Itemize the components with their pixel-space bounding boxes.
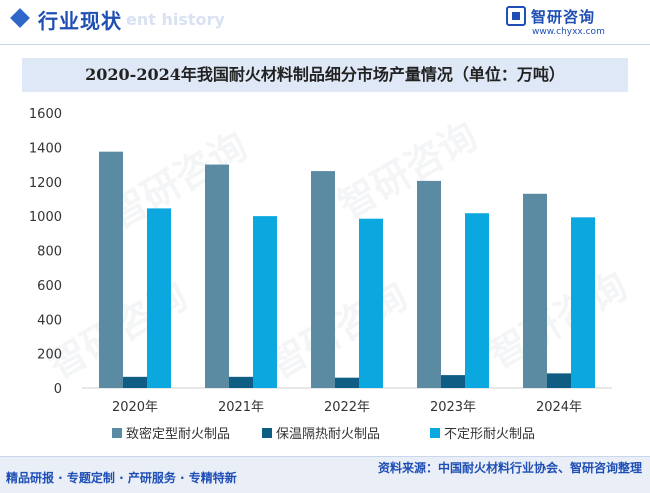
- header: 行业现状 ent history 智研咨询 www.chyxx.com: [0, 0, 650, 45]
- brand-name: 智研咨询: [531, 8, 596, 26]
- y-tick-label: 400: [37, 313, 62, 328]
- legend-label-1: 致密定型耐火制品: [126, 426, 230, 442]
- diamond-icon: [10, 8, 30, 28]
- x-tick-label: 2021年: [218, 400, 264, 415]
- bar-3-4: [465, 213, 489, 388]
- bar-3-1: [147, 208, 171, 388]
- bar-1-3: [311, 171, 335, 388]
- legend-swatch-3: [430, 428, 440, 438]
- y-tick-label: 1600: [29, 107, 62, 122]
- chart-title-bar: 2020-2024年我国耐火材料制品细分市场产量情况（单位：万吨）: [22, 58, 628, 92]
- bar-2-3: [335, 377, 359, 388]
- footer-source: 资料来源：中国耐火材料行业协会、智研咨询整理: [377, 461, 642, 475]
- legend-label-3: 不定形耐火制品: [444, 427, 535, 442]
- header-divider: [0, 44, 650, 45]
- bar-2-5: [547, 373, 571, 388]
- x-tick-label: 2023年: [430, 400, 476, 415]
- chart-title: 2020-2024年我国耐火材料制品细分市场产量情况（单位：万吨）: [85, 65, 565, 84]
- footer: 精品研报 · 专题定制 · 产研服务 · 专精特新 资料来源：中国耐火材料行业协…: [0, 456, 650, 493]
- y-tick-label: 800: [37, 245, 62, 260]
- bar-chart: 0 200 400 600 800 1000 1200 1400 1600 2020年 2021年 2…: [29, 107, 612, 442]
- y-tick-label: 1000: [29, 210, 62, 225]
- header-ghost-text: ent history: [126, 10, 225, 29]
- bar-2-4: [441, 375, 465, 388]
- section-title: 行业现状: [38, 9, 122, 33]
- x-tick-label: 2022年: [324, 400, 370, 415]
- bar-3-5: [571, 217, 595, 388]
- x-tick-label: 2020年: [112, 400, 158, 415]
- brand-logo-icon: [506, 6, 526, 26]
- brand-logo: 智研咨询 www.chyxx.com: [506, 4, 636, 40]
- bar-1-2: [205, 164, 229, 388]
- y-tick-label: 0: [54, 382, 62, 397]
- y-tick-label: 1400: [29, 141, 62, 156]
- legend-swatch-2: [262, 428, 272, 438]
- bar-1-1: [99, 151, 123, 388]
- footer-slogan: 精品研报 · 专题定制 · 产研服务 · 专精特新: [6, 471, 237, 485]
- bar-1-4: [417, 180, 441, 388]
- legend-swatch-1: [112, 428, 122, 438]
- y-tick-label: 600: [37, 279, 62, 294]
- bar-2-1: [123, 376, 147, 388]
- y-tick-label: 200: [37, 348, 62, 363]
- bar-3-3: [359, 218, 383, 388]
- bar-2-2: [229, 376, 253, 388]
- x-tick-label: 2024年: [536, 400, 582, 415]
- bar-3-2: [253, 216, 277, 388]
- brand-url: www.chyxx.com: [532, 27, 605, 37]
- bar-1-5: [523, 193, 547, 388]
- y-tick-label: 1200: [29, 176, 62, 191]
- legend-label-2: 保温隔热耐火制品: [276, 427, 380, 442]
